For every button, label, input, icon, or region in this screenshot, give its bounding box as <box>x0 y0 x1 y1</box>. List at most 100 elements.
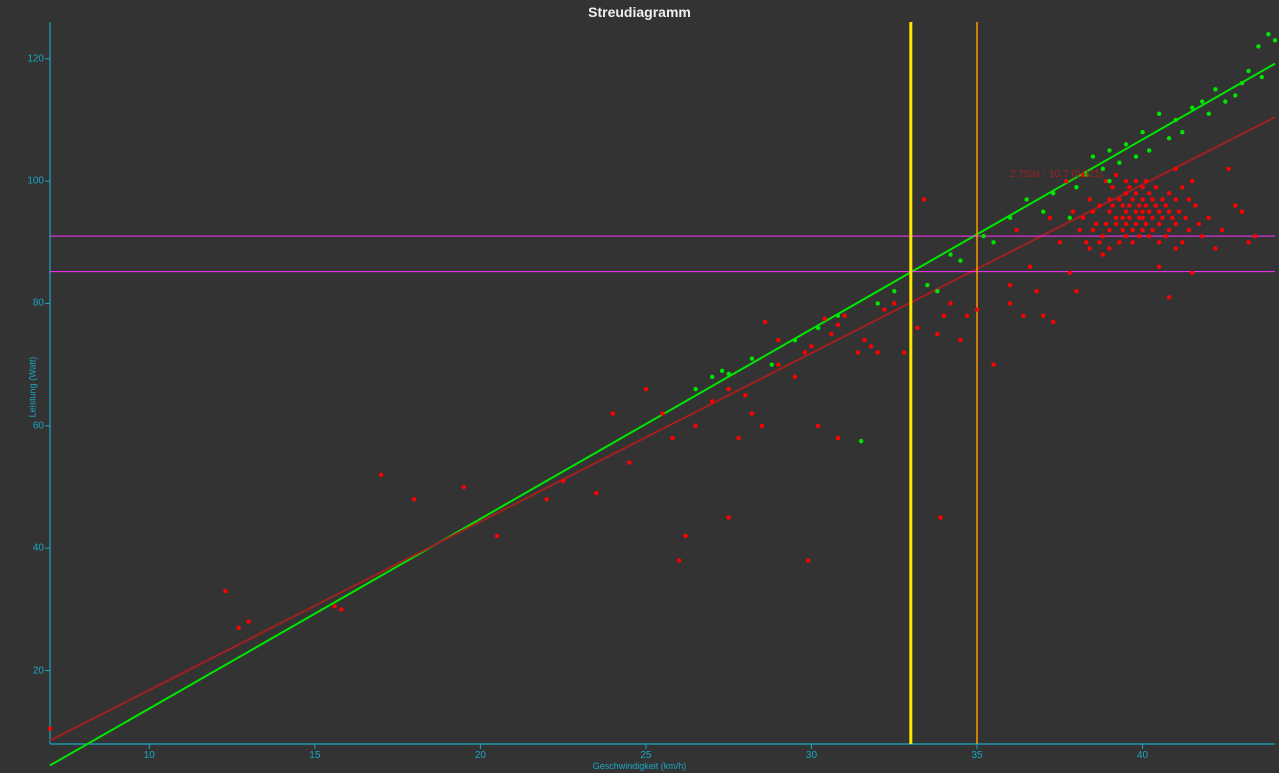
scatter-point <box>1048 216 1052 220</box>
scatter-point <box>1157 265 1161 269</box>
scatter-point <box>862 338 866 342</box>
scatter-point <box>1021 313 1025 317</box>
scatter-point <box>246 619 250 623</box>
scatter-chart <box>0 0 1279 773</box>
scatter-point <box>763 320 767 324</box>
scatter-point <box>803 350 807 354</box>
scatter-point <box>693 424 697 428</box>
x-tick-label: 25 <box>640 750 651 761</box>
scatter-point <box>1160 216 1164 220</box>
scatter-point <box>1173 118 1177 122</box>
scatter-point <box>1157 209 1161 213</box>
scatter-point <box>1150 228 1154 232</box>
scatter-point <box>882 307 886 311</box>
regression-equation-label: 2.753x - 10.7 (0.921) <box>1010 169 1103 180</box>
scatter-point <box>1074 185 1078 189</box>
scatter-point <box>1127 216 1131 220</box>
scatter-point <box>1130 228 1134 232</box>
scatter-point <box>1127 203 1131 207</box>
scatter-point <box>1150 197 1154 201</box>
scatter-point <box>1074 289 1078 293</box>
x-tick-label: 15 <box>309 750 320 761</box>
scatter-point <box>1157 240 1161 244</box>
scatter-point <box>1117 197 1121 201</box>
scatter-point <box>710 375 714 379</box>
scatter-point <box>1180 240 1184 244</box>
scatter-point <box>809 344 813 348</box>
scatter-point <box>594 491 598 495</box>
scatter-point <box>975 307 979 311</box>
x-tick-label: 10 <box>144 750 155 761</box>
scatter-point <box>1114 216 1118 220</box>
scatter-point <box>991 362 995 366</box>
scatter-point <box>1124 142 1128 146</box>
scatter-point <box>1246 69 1250 73</box>
scatter-point <box>1041 313 1045 317</box>
scatter-point <box>1140 130 1144 134</box>
y-tick-label: 80 <box>16 298 44 309</box>
x-tick-label: 30 <box>806 750 817 761</box>
scatter-point <box>1233 93 1237 97</box>
y-tick-label: 20 <box>16 665 44 676</box>
scatter-point <box>1130 240 1134 244</box>
scatter-point <box>1140 216 1144 220</box>
scatter-point <box>1101 234 1105 238</box>
scatter-point <box>1190 105 1194 109</box>
scatter-point <box>693 387 697 391</box>
scatter-point <box>333 604 337 608</box>
scatter-point <box>1091 209 1095 213</box>
scatter-point <box>1167 136 1171 140</box>
scatter-point <box>1087 246 1091 250</box>
scatter-point <box>1193 203 1197 207</box>
scatter-point <box>1140 197 1144 201</box>
scatter-point <box>1097 203 1101 207</box>
scatter-point <box>1094 222 1098 226</box>
scatter-point <box>544 497 548 501</box>
scatter-point <box>1117 161 1121 165</box>
scatter-point <box>1144 179 1148 183</box>
scatter-point <box>1170 216 1174 220</box>
scatter-point <box>836 436 840 440</box>
scatter-point <box>1240 81 1244 85</box>
scatter-point <box>1077 228 1081 232</box>
scatter-point <box>1124 209 1128 213</box>
scatter-point <box>1253 234 1257 238</box>
scatter-point <box>760 424 764 428</box>
scatter-point <box>1140 185 1144 189</box>
scatter-point <box>770 362 774 366</box>
scatter-point <box>1111 185 1115 189</box>
scatter-point <box>1240 209 1244 213</box>
scatter-point <box>1173 167 1177 171</box>
scatter-point <box>1121 216 1125 220</box>
scatter-point <box>1167 191 1171 195</box>
scatter-point <box>1104 222 1108 226</box>
scatter-point <box>1246 240 1250 244</box>
scatter-point <box>750 411 754 415</box>
scatter-point <box>1233 203 1237 207</box>
scatter-point <box>660 411 664 415</box>
scatter-point <box>1068 216 1072 220</box>
scatter-point <box>793 375 797 379</box>
scatter-point <box>1081 216 1085 220</box>
scatter-point <box>776 362 780 366</box>
scatter-point <box>925 283 929 287</box>
scatter-point <box>1177 209 1181 213</box>
scatter-point <box>462 485 466 489</box>
scatter-point <box>1134 191 1138 195</box>
scatter-point <box>1226 167 1230 171</box>
scatter-point <box>1266 32 1270 36</box>
scatter-point <box>793 338 797 342</box>
scatter-point <box>1114 222 1118 226</box>
scatter-point <box>1107 246 1111 250</box>
scatter-point <box>1058 240 1062 244</box>
scatter-point <box>1160 197 1164 201</box>
scatter-point <box>1024 197 1028 201</box>
scatter-point <box>1187 228 1191 232</box>
scatter-point <box>677 558 681 562</box>
scatter-point <box>1147 191 1151 195</box>
scatter-point <box>1008 216 1012 220</box>
scatter-point <box>1144 222 1148 226</box>
scatter-point <box>1127 185 1131 189</box>
scatter-point <box>856 350 860 354</box>
scatter-point <box>1134 154 1138 158</box>
